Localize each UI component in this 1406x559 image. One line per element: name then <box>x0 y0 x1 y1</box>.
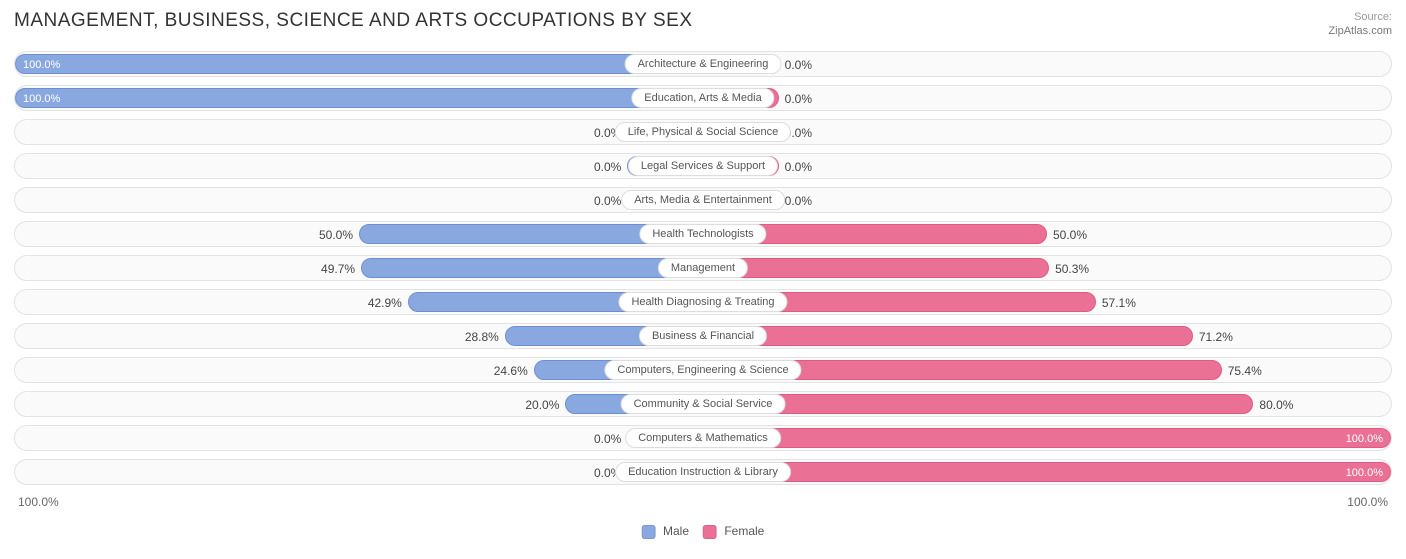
female-value: 0.0% <box>785 154 812 179</box>
female-value: 0.0% <box>785 52 812 77</box>
male-value: 0.0% <box>594 188 621 213</box>
category-label: Legal Services & Support <box>628 156 778 176</box>
chart-row: 0.0% 0.0%Arts, Media & Entertainment <box>14 187 1392 213</box>
category-label: Management <box>658 258 748 278</box>
legend-label-male: Male <box>663 524 689 538</box>
legend-item-male: Male <box>642 524 689 539</box>
chart-footer: 100.0% 100.0% Male Female <box>14 493 1392 517</box>
female-bar <box>703 462 1391 482</box>
male-value: 0.0% <box>594 154 621 179</box>
category-label: Health Diagnosing & Treating <box>618 292 787 312</box>
male-bar <box>15 88 703 108</box>
female-value: 50.0% <box>1053 222 1087 247</box>
axis-left-label: 100.0% <box>18 495 59 509</box>
female-value: 0.0% <box>785 86 812 111</box>
female-value: 57.1% <box>1102 290 1136 315</box>
source-attribution: Source: ZipAtlas.com <box>1328 10 1392 39</box>
male-value: 28.8% <box>465 324 499 349</box>
male-bar <box>361 258 703 278</box>
female-bar <box>703 394 1253 414</box>
female-value: 100.0% <box>1346 460 1383 485</box>
male-value: 24.6% <box>494 358 528 383</box>
male-value: 49.7% <box>321 256 355 281</box>
chart-row: 28.8% 71.2% Business & Financial <box>14 323 1392 349</box>
chart-row: 50.0% 50.0% Health Technologists <box>14 221 1392 247</box>
male-value: 100.0% <box>23 86 60 111</box>
female-value: 50.3% <box>1055 256 1089 281</box>
x-axis: 100.0% 100.0% <box>14 493 1392 509</box>
chart-row: 100.0% 0.0% Education, Arts & Media <box>14 85 1392 111</box>
chart-row: 0.0% 0.0% Legal Services & Support <box>14 153 1392 179</box>
category-label: Architecture & Engineering <box>625 54 782 74</box>
legend-label-female: Female <box>724 524 764 538</box>
category-label: Education, Arts & Media <box>631 88 774 108</box>
female-bar <box>703 326 1193 346</box>
chart-area: 100.0%0.0%Architecture & Engineering100.… <box>14 51 1392 485</box>
chart-row: 0.0%0.0%Life, Physical & Social Science <box>14 119 1392 145</box>
category-label: Education Instruction & Library <box>615 462 791 482</box>
category-label: Life, Physical & Social Science <box>615 122 791 142</box>
male-value: 100.0% <box>23 52 60 77</box>
chart-header: MANAGEMENT, BUSINESS, SCIENCE AND ARTS O… <box>14 10 1392 39</box>
category-label: Business & Financial <box>639 326 767 346</box>
category-label: Community & Social Service <box>621 394 786 414</box>
male-value: 50.0% <box>319 222 353 247</box>
female-bar <box>703 428 1391 448</box>
category-label: Health Technologists <box>639 224 766 244</box>
legend-swatch-male <box>642 525 656 539</box>
chart-row: 49.7% 50.3% Management <box>14 255 1392 281</box>
female-bar <box>703 258 1049 278</box>
male-value: 0.0% <box>594 426 621 451</box>
chart-row: 24.6% 75.4% Computers, Engineering & Scien… <box>14 357 1392 383</box>
female-value: 0.0% <box>785 188 812 213</box>
chart-row: 42.9% 57.1% Health Diagnosing & Treating <box>14 289 1392 315</box>
legend: Male Female <box>642 524 765 539</box>
category-label: Computers, Engineering & Science <box>604 360 801 380</box>
source-name: ZipAtlas.com <box>1328 25 1392 37</box>
chart-title: MANAGEMENT, BUSINESS, SCIENCE AND ARTS O… <box>14 10 693 32</box>
source-label: Source: <box>1354 11 1392 23</box>
female-value: 100.0% <box>1346 426 1383 451</box>
legend-item-female: Female <box>703 524 764 539</box>
chart-row: 100.0% 0.0%Architecture & Engineering <box>14 51 1392 77</box>
female-value: 71.2% <box>1199 324 1233 349</box>
category-label: Arts, Media & Entertainment <box>621 190 785 210</box>
chart-row: 20.0% 80.0% Community & Social Service <box>14 391 1392 417</box>
male-value: 42.9% <box>368 290 402 315</box>
legend-swatch-female <box>703 525 717 539</box>
male-value: 20.0% <box>525 392 559 417</box>
category-label: Computers & Mathematics <box>625 428 781 448</box>
female-value: 75.4% <box>1228 358 1262 383</box>
chart-row: 0.0%100.0%Education Instruction & Librar… <box>14 459 1392 485</box>
axis-right-label: 100.0% <box>1347 495 1388 509</box>
female-value: 80.0% <box>1259 392 1293 417</box>
male-bar <box>15 54 703 74</box>
chart-row: 0.0% 100.0% Computers & Mathematics <box>14 425 1392 451</box>
